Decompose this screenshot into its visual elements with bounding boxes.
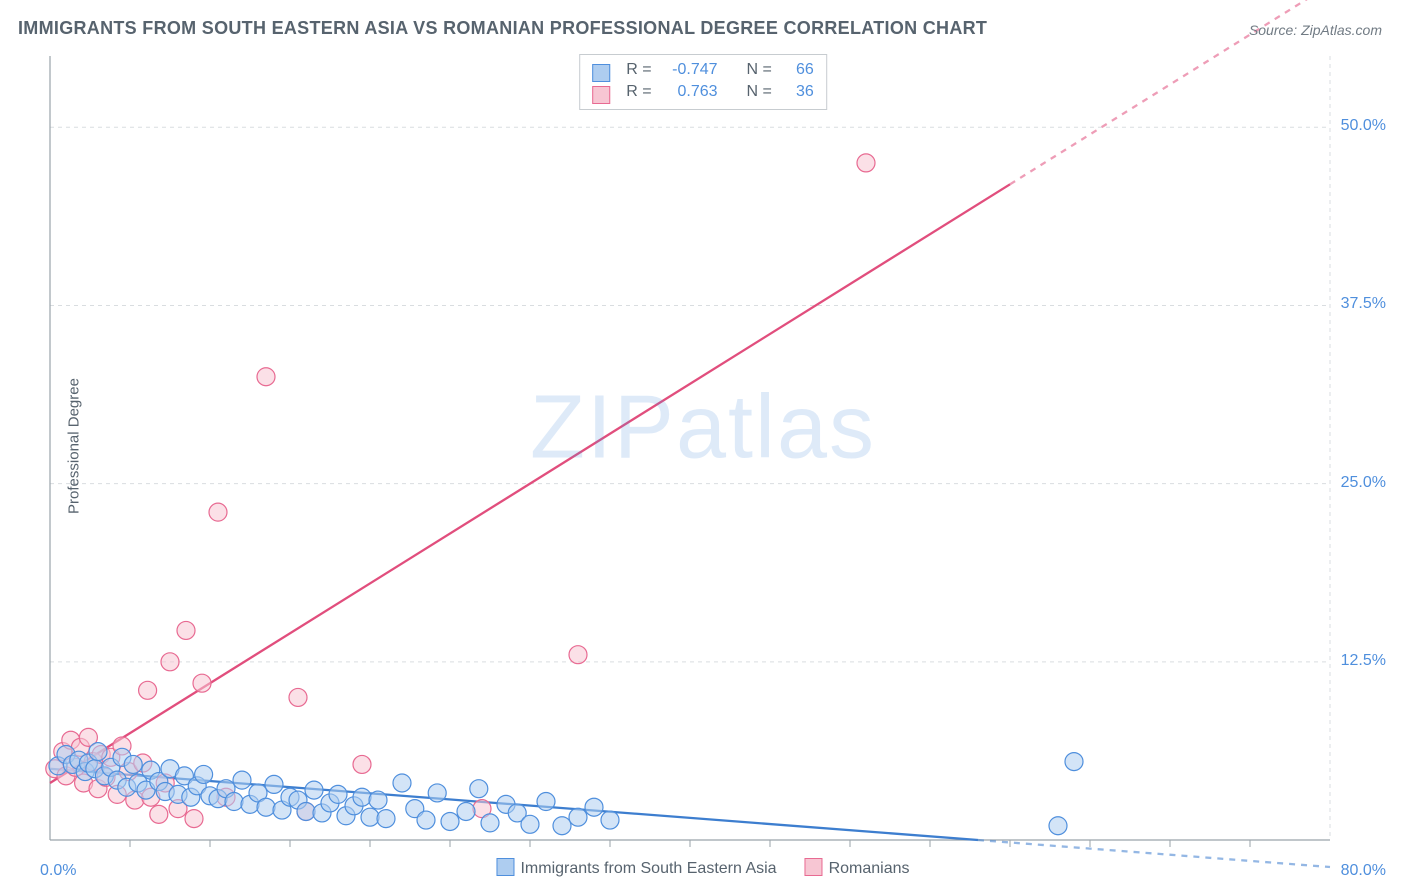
n-label: N = <box>746 59 771 81</box>
r-label: R = <box>626 59 651 81</box>
blue-point <box>553 817 571 835</box>
pink-point <box>569 646 587 664</box>
pink-point <box>353 755 371 773</box>
pink-point <box>177 621 195 639</box>
series-legend: Immigrants from South Eastern Asia Romani… <box>496 855 909 878</box>
pink-point <box>857 154 875 172</box>
blue-point <box>369 791 387 809</box>
blue-point <box>89 743 107 761</box>
chart-title: IMMIGRANTS FROM SOUTH EASTERN ASIA VS RO… <box>18 18 987 39</box>
pink-point <box>289 688 307 706</box>
pink-point <box>257 368 275 386</box>
x-axis-max-label: 80.0% <box>1341 862 1386 880</box>
chart-root: { "title": "IMMIGRANTS FROM SOUTH EASTER… <box>0 0 1406 892</box>
legend-label: Romanians <box>829 860 910 877</box>
r-value: 0.763 <box>662 81 718 103</box>
blue-point <box>393 774 411 792</box>
pink-point <box>209 503 227 521</box>
blue-point <box>457 802 475 820</box>
blue-point <box>601 811 619 829</box>
y-tick-label: 50.0% <box>1341 117 1386 135</box>
n-value: 66 <box>782 59 814 81</box>
scatter-plot <box>0 0 1406 892</box>
blue-point <box>537 793 555 811</box>
blue-point <box>428 784 446 802</box>
blue-point <box>329 785 347 803</box>
correlation-stats-box: R = -0.747 N = 66 R = 0.763 N = 36 <box>579 54 827 110</box>
blue-point <box>441 812 459 830</box>
blue-point <box>470 780 488 798</box>
n-label: N = <box>746 81 771 103</box>
blue-point <box>305 781 323 799</box>
r-label: R = <box>626 81 651 103</box>
legend-item-pink: Romanians <box>805 855 910 878</box>
blue-point <box>233 771 251 789</box>
y-tick-label: 25.0% <box>1341 474 1386 492</box>
blue-point <box>257 798 275 816</box>
legend-label: Immigrants from South Eastern Asia <box>520 860 776 877</box>
blue-point <box>353 788 371 806</box>
blue-trend-extension <box>978 840 1330 867</box>
source-attribution: Source: ZipAtlas.com <box>1249 22 1382 38</box>
blue-point <box>481 814 499 832</box>
blue-point <box>585 798 603 816</box>
y-tick-label: 12.5% <box>1341 652 1386 670</box>
blue-point <box>265 775 283 793</box>
pink-point <box>185 810 203 828</box>
blue-point <box>195 765 213 783</box>
pink-point <box>150 805 168 823</box>
blue-point <box>569 808 587 826</box>
stats-row-blue: R = -0.747 N = 66 <box>592 59 814 81</box>
blue-point <box>225 793 243 811</box>
y-tick-label: 37.5% <box>1341 295 1386 313</box>
legend-item-blue: Immigrants from South Eastern Asia <box>496 855 776 878</box>
stats-row-pink: R = 0.763 N = 36 <box>592 81 814 103</box>
blue-point <box>124 755 142 773</box>
pink-point <box>139 681 157 699</box>
blue-point <box>521 815 539 833</box>
pink-swatch-icon <box>592 86 610 104</box>
blue-swatch-icon <box>496 858 514 876</box>
blue-point <box>1065 753 1083 771</box>
x-axis-min-label: 0.0% <box>40 862 76 880</box>
pink-point <box>193 674 211 692</box>
r-value: -0.747 <box>662 59 718 81</box>
blue-swatch-icon <box>592 64 610 82</box>
y-axis-label: Professional Degree <box>65 378 82 514</box>
pink-point <box>161 653 179 671</box>
n-value: 36 <box>782 81 814 103</box>
blue-point <box>417 811 435 829</box>
blue-point <box>1049 817 1067 835</box>
blue-point <box>377 810 395 828</box>
blue-point <box>361 808 379 826</box>
pink-swatch-icon <box>805 858 823 876</box>
blue-point <box>297 802 315 820</box>
